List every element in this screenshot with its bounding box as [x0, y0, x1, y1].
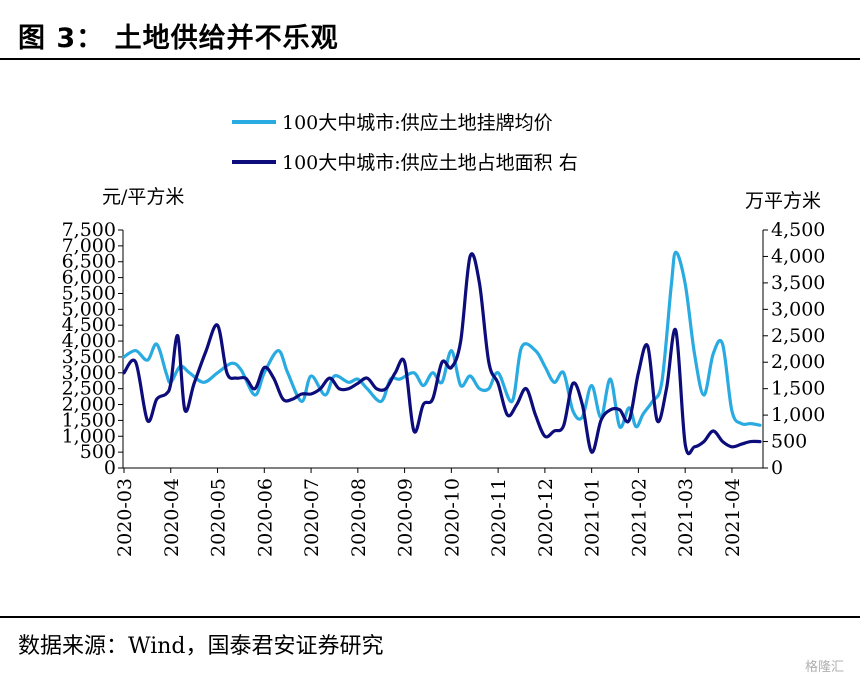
bottom-rule	[0, 616, 860, 618]
left-tick-label: 4,000	[62, 330, 116, 352]
x-tick-label: 2020-08	[348, 478, 370, 557]
watermark: 格隆汇	[804, 660, 844, 675]
x-tick-label: 2020-07	[301, 478, 323, 557]
x-tick-label: 2020-04	[161, 478, 183, 557]
series-line-area	[122, 252, 762, 456]
legend-label-area: 100大中城市:供应土地占地面积 右	[282, 152, 578, 174]
series-layer	[122, 250, 762, 456]
x-tick-label: 2020-12	[535, 478, 557, 557]
left-tick-label: 500	[80, 441, 116, 463]
legend-label-price: 100大中城市:供应土地挂牌均价	[282, 112, 553, 134]
chart: 100大中城市:供应土地挂牌均价 100大中城市:供应土地占地面积 右 元/平方…	[62, 112, 826, 557]
legend: 100大中城市:供应土地挂牌均价 100大中城市:供应土地占地面积 右	[232, 112, 578, 174]
series-line-price	[122, 250, 762, 429]
right-axis-unit: 万平方米	[745, 190, 821, 212]
right-tick-label: 4,500	[771, 219, 825, 241]
left-tick-label: 7,500	[62, 219, 116, 241]
x-tick-label: 2020-09	[395, 478, 417, 557]
chart-title: 图 3： 土地供给并不乐观	[18, 23, 339, 54]
left-tick-label: 0	[104, 457, 116, 479]
left-tick-label: 3,000	[62, 362, 116, 384]
x-tick-label: 2020-10	[441, 478, 463, 557]
right-tick-label: 3,500	[771, 272, 825, 294]
right-tick-label: 0	[771, 457, 783, 479]
x-tick-label: 2020-11	[488, 478, 510, 557]
axes: 05001,0001,5002,0002,5003,0003,5004,0004…	[62, 219, 826, 557]
left-tick-label: 7,000	[62, 235, 116, 257]
left-tick-label: 2,000	[62, 394, 116, 416]
source-note: 数据来源：Wind，国泰君安证券研究	[18, 634, 384, 659]
x-tick-label: 2021-02	[628, 478, 650, 557]
left-tick-label: 6,500	[62, 251, 116, 273]
left-tick-label: 3,500	[62, 346, 116, 368]
right-tick-label: 3,000	[771, 298, 825, 320]
right-tick-label: 2,000	[771, 351, 825, 373]
x-tick-label: 2020-06	[254, 478, 276, 557]
left-tick-label: 2,500	[62, 378, 116, 400]
x-tick-label: 2021-04	[722, 478, 744, 557]
right-tick-label: 2,500	[771, 325, 825, 347]
top-rule	[0, 58, 860, 60]
x-tick-label: 2021-03	[675, 478, 697, 557]
x-tick-label: 2020-05	[208, 478, 230, 557]
left-tick-label: 6,000	[62, 267, 116, 289]
right-tick-label: 4,000	[771, 245, 825, 267]
left-tick-label: 4,500	[62, 314, 116, 336]
left-tick-label: 1,500	[62, 409, 116, 431]
x-tick-label: 2021-01	[582, 478, 604, 557]
left-axis-unit: 元/平方米	[102, 186, 184, 208]
right-tick-label: 1,000	[771, 404, 825, 426]
left-tick-label: 1,000	[62, 425, 116, 447]
left-tick-label: 5,500	[62, 282, 116, 304]
right-tick-label: 1,500	[771, 378, 825, 400]
x-tick-label: 2020-03	[114, 478, 136, 557]
right-tick-label: 500	[771, 431, 807, 453]
left-tick-label: 5,000	[62, 298, 116, 320]
